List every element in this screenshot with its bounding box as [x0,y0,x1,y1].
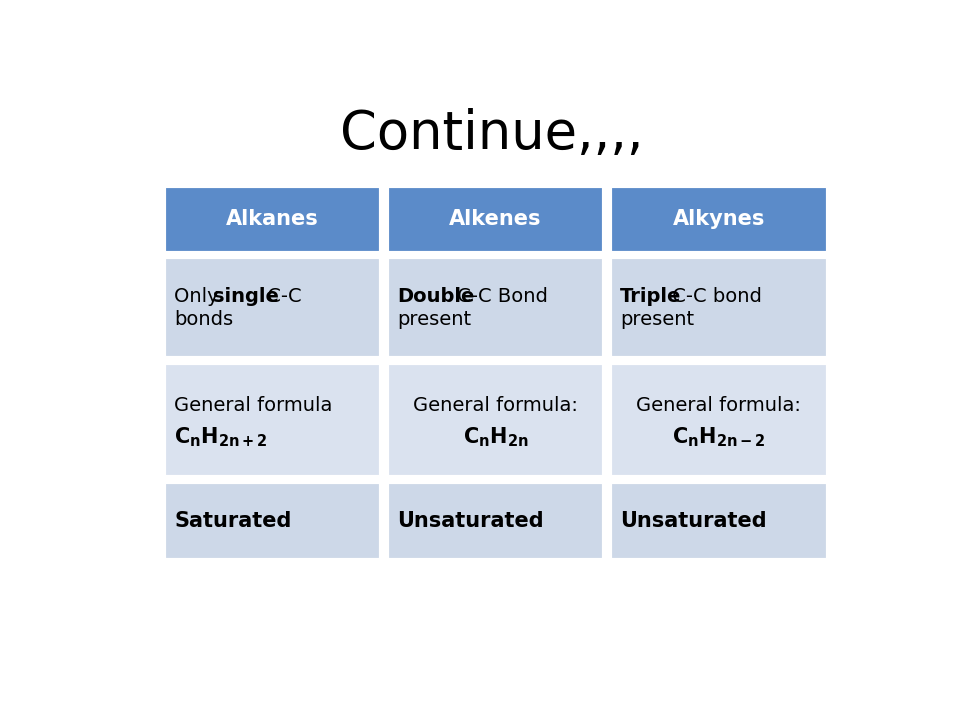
Text: General formula:: General formula: [636,397,802,415]
Text: Continue,,,,: Continue,,,, [340,107,644,160]
Bar [164,363,381,477]
Text: C-C bond: C-C bond [666,287,762,305]
Bar [164,257,381,359]
Bar [387,482,604,559]
Text: Saturated: Saturated [175,510,292,531]
Bar [164,186,381,253]
Text: Double: Double [397,287,474,305]
Text: Unsaturated: Unsaturated [397,510,544,531]
Text: $\mathbf{C_nH_{2n+2}}$: $\mathbf{C_nH_{2n+2}}$ [175,425,268,449]
Text: single: single [213,287,278,305]
Text: $\mathbf{C_nH_{2n}}$: $\mathbf{C_nH_{2n}}$ [463,425,528,449]
Text: C-C: C-C [261,287,302,305]
Bar [164,482,381,559]
Text: bonds: bonds [175,310,233,329]
Bar [387,363,604,477]
Text: present: present [620,310,694,329]
Bar [610,186,828,253]
Bar [610,482,828,559]
Text: Only: Only [175,287,226,305]
Text: C-C Bond: C-C Bond [451,287,548,305]
Text: Unsaturated: Unsaturated [620,510,767,531]
Text: General formula: General formula [175,397,333,415]
Bar [387,257,604,359]
Text: General formula:: General formula: [413,397,578,415]
Text: Alkynes: Alkynes [673,209,765,229]
Text: Alkenes: Alkenes [449,209,541,229]
Text: Triple: Triple [620,287,682,305]
Text: Alkanes: Alkanes [226,209,319,229]
Bar [610,257,828,359]
Text: $\mathbf{C_nH_{2n-2}}$: $\mathbf{C_nH_{2n-2}}$ [672,425,765,449]
Bar [387,186,604,253]
Bar [610,363,828,477]
Text: present: present [397,310,471,329]
